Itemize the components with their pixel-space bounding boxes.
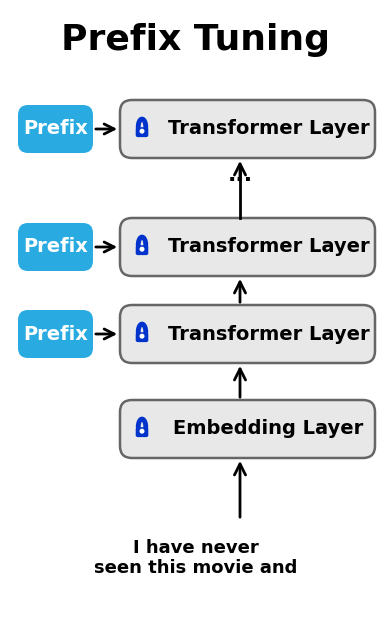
FancyBboxPatch shape — [136, 332, 148, 342]
Text: Transformer Layer: Transformer Layer — [168, 325, 369, 343]
FancyBboxPatch shape — [136, 245, 148, 255]
Text: I have never
seen this movie and: I have never seen this movie and — [94, 539, 298, 577]
Text: Transformer Layer: Transformer Layer — [168, 119, 369, 139]
Text: Prefix: Prefix — [23, 325, 88, 343]
FancyBboxPatch shape — [136, 427, 148, 437]
Text: ...: ... — [227, 165, 252, 185]
Text: Prefix Tuning: Prefix Tuning — [62, 23, 330, 57]
FancyBboxPatch shape — [120, 400, 375, 458]
Text: Prefix: Prefix — [23, 119, 88, 139]
FancyBboxPatch shape — [120, 305, 375, 363]
Circle shape — [140, 429, 144, 433]
FancyBboxPatch shape — [18, 310, 93, 358]
Circle shape — [140, 248, 144, 251]
Circle shape — [140, 129, 144, 133]
FancyBboxPatch shape — [120, 100, 375, 158]
Text: Prefix: Prefix — [23, 238, 88, 256]
FancyBboxPatch shape — [136, 128, 148, 137]
FancyBboxPatch shape — [18, 105, 93, 153]
Text: Embedding Layer: Embedding Layer — [173, 419, 364, 439]
FancyBboxPatch shape — [120, 218, 375, 276]
FancyBboxPatch shape — [18, 223, 93, 271]
Text: Transformer Layer: Transformer Layer — [168, 238, 369, 256]
Circle shape — [140, 335, 144, 338]
